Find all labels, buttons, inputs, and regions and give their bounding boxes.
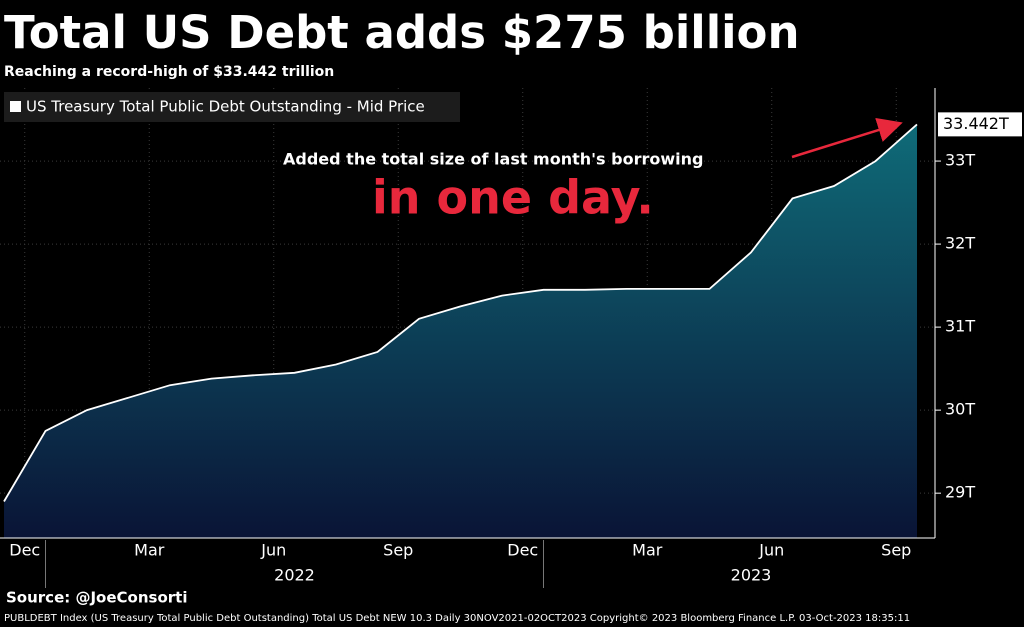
- x-tick-label: Mar: [632, 541, 663, 560]
- annotation-arrow: [791, 118, 903, 159]
- x-tick-label: Jun: [758, 541, 784, 560]
- footer: PUBLDEBT Index (US Treasury Total Public…: [4, 613, 910, 624]
- x-year-label: 2023: [731, 566, 772, 585]
- chart-subtitle: Reaching a record-high of $33.442 trilli…: [4, 64, 334, 80]
- annotation-highlight: in one day.: [372, 171, 654, 225]
- y-tick-label: 32T: [945, 234, 975, 253]
- legend-swatch: [10, 101, 21, 112]
- y-tick-label: 29T: [945, 483, 975, 502]
- x-tick-label: Mar: [134, 541, 165, 560]
- last-value-box: [938, 112, 1022, 137]
- x-tick-label: Dec: [507, 541, 538, 560]
- y-tick-label: 30T: [945, 400, 975, 419]
- chart-title: Total US Debt adds $275 billion: [4, 6, 800, 59]
- source: Source: @JoeConsorti: [6, 589, 187, 607]
- legend: [4, 92, 460, 122]
- x-tick-label: Dec: [9, 541, 40, 560]
- x-tick-label: Sep: [383, 541, 413, 560]
- x-tick-label: Sep: [881, 541, 911, 560]
- line: [3, 123, 918, 502]
- annotation: Added the total size of last month's bor…: [283, 150, 703, 169]
- last-value-label: 33.442T: [943, 114, 1009, 133]
- x-tick-label: Jun: [260, 541, 286, 560]
- y-tick-label: 33T: [945, 151, 975, 170]
- area: [4, 124, 917, 539]
- plot-area: 29T 30T 31T 32T 33T Dec Mar Jun Sep Dec Mar Jun Sep 2…: [0, 88, 1022, 588]
- y-tick-label: 31T: [945, 317, 975, 336]
- legend-label: US Treasury Total Public Debt Outstandin…: [26, 98, 425, 116]
- x-year-label: 2022: [274, 566, 315, 585]
